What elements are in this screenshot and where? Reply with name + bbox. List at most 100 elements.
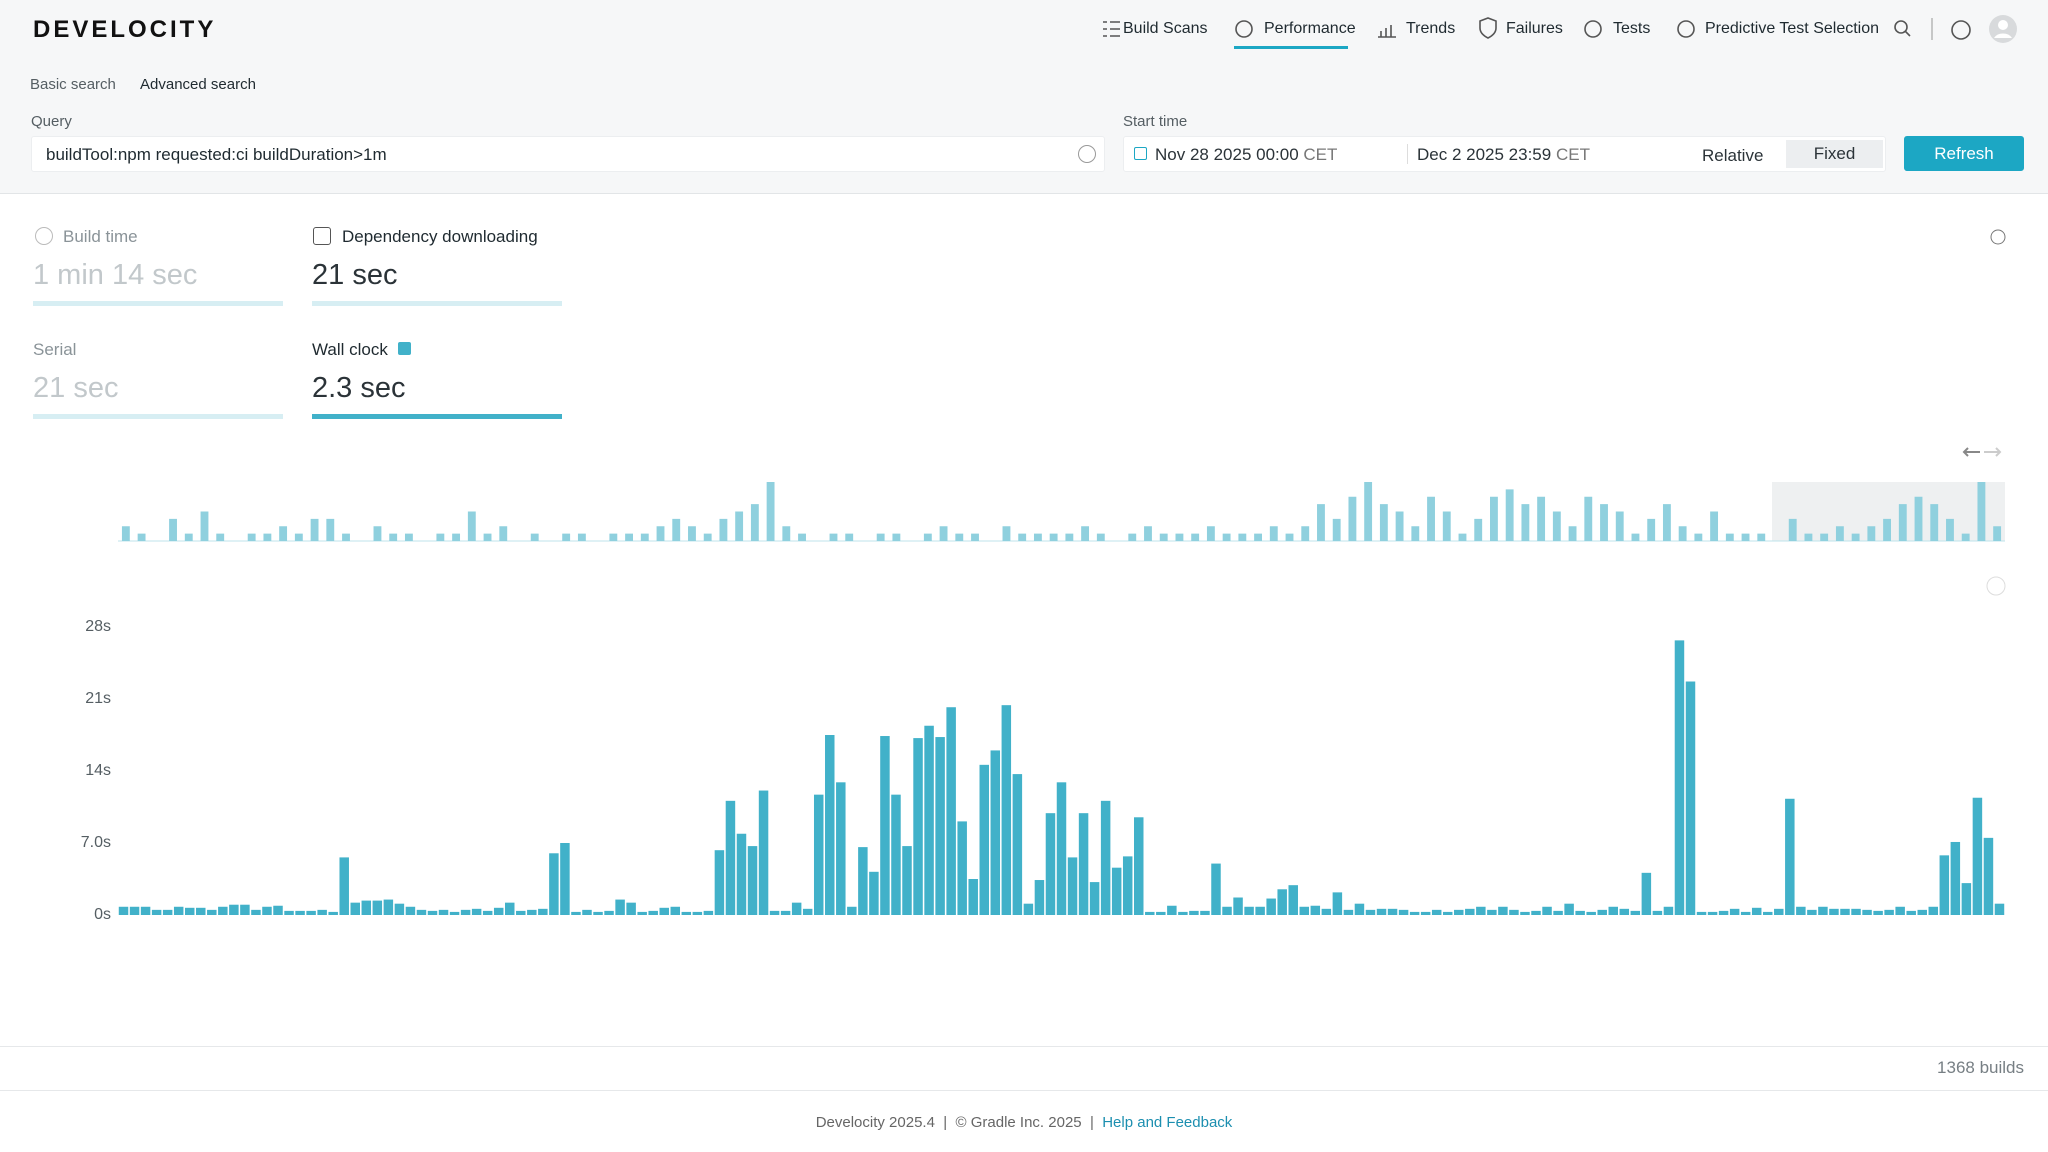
bar: [1269, 526, 1278, 541]
bar: [460, 909, 471, 915]
bar: [1364, 482, 1373, 541]
bar: [1465, 908, 1475, 915]
refresh-button[interactable]: Refresh: [1904, 136, 2024, 171]
search-tab[interactable]: Basic search: [30, 76, 116, 93]
avatar[interactable]: [1989, 15, 2017, 43]
bar: [836, 782, 846, 915]
bar: [769, 910, 780, 915]
nav-item[interactable]: Tests: [1613, 20, 1651, 37]
bar: [1288, 885, 1298, 915]
bar: [1317, 504, 1325, 541]
bar: [1343, 909, 1354, 915]
bar: [571, 911, 581, 915]
bar: [892, 533, 901, 541]
bar: [924, 725, 934, 915]
bar: [1167, 905, 1177, 915]
bar: [1096, 533, 1105, 541]
bar: [1238, 533, 1247, 541]
bar: [1002, 526, 1011, 541]
metric-underline: [33, 414, 283, 419]
help-link[interactable]: Help and Feedback: [1102, 1114, 1233, 1131]
y-tick-label: 14s: [85, 762, 111, 779]
nav-item[interactable]: Trends: [1406, 20, 1456, 37]
bar: [1134, 817, 1144, 915]
nav-item[interactable]: Build Scans: [1123, 20, 1208, 37]
bar: [1354, 903, 1365, 915]
bar: [1332, 892, 1343, 915]
bar: [394, 903, 405, 915]
bar: [1804, 533, 1813, 541]
bar: [404, 533, 413, 541]
bar: [383, 899, 394, 915]
bar: [317, 909, 327, 915]
metric-label[interactable]: Wall clock: [312, 340, 388, 359]
bar: [328, 911, 338, 915]
logo[interactable]: DEVELOCITY: [33, 16, 217, 43]
metric-icon: [313, 227, 331, 245]
nav-item[interactable]: Failures: [1506, 20, 1563, 37]
bar: [1873, 910, 1883, 915]
bar: [659, 907, 669, 915]
bar: [1725, 533, 1734, 541]
bar: [714, 850, 725, 915]
bar: [1757, 533, 1766, 541]
bar: [1862, 909, 1872, 915]
bar: [530, 533, 539, 541]
bar: [1600, 504, 1608, 541]
bar: [1379, 504, 1388, 541]
search-icon: [1894, 20, 1908, 34]
bar: [1420, 911, 1431, 915]
bar: [263, 533, 272, 541]
bar: [1820, 533, 1829, 541]
bar: [310, 518, 319, 541]
metric-label[interactable]: Dependency downloading: [342, 227, 538, 246]
bar: [482, 910, 493, 915]
bar: [1630, 910, 1641, 915]
bar: [373, 526, 382, 541]
bar: [640, 533, 649, 541]
bar: [140, 906, 151, 915]
avatar-body: [1994, 33, 2012, 38]
bar: [1365, 909, 1376, 915]
to-date[interactable]: Dec 2 2025 23:59 CET: [1417, 145, 1590, 165]
bar: [1056, 782, 1067, 915]
bar: [979, 764, 989, 915]
mode-relative[interactable]: Relative: [1702, 146, 1764, 165]
bar: [273, 905, 283, 915]
bar: [1895, 906, 1905, 915]
bar: [452, 533, 461, 541]
bar: [1884, 909, 1894, 915]
bar: [1442, 911, 1453, 915]
metric-label[interactable]: Build time: [63, 227, 138, 246]
clear-button[interactable]: [1078, 145, 1096, 163]
bar: [1206, 526, 1215, 541]
search-tab[interactable]: Advanced search: [140, 76, 256, 93]
bar: [829, 533, 838, 541]
metric-value: 2.3 sec: [312, 372, 406, 404]
bar: [656, 526, 665, 541]
bar: [971, 533, 979, 541]
divider: [1407, 144, 1408, 164]
bar: [703, 910, 714, 915]
bar: [1505, 489, 1514, 541]
bar: [184, 907, 195, 915]
from-date[interactable]: Nov 28 2025 00:00 CET: [1155, 145, 1337, 165]
bar: [1509, 909, 1519, 915]
bar: [1081, 526, 1090, 541]
bar: [593, 911, 603, 915]
mode-fixed[interactable]: Fixed: [1786, 140, 1883, 168]
bar: [1200, 910, 1210, 915]
bar: [802, 908, 813, 915]
bar: [1310, 905, 1321, 915]
bar: [1222, 533, 1231, 541]
bar: [955, 533, 964, 541]
bar: [118, 906, 129, 915]
bar: [957, 821, 967, 915]
metric-label[interactable]: Serial: [33, 340, 77, 359]
query-input[interactable]: buildTool:npm requested:ci buildDuration…: [31, 136, 1105, 172]
nav-item[interactable]: Predictive Test Selection: [1705, 20, 1880, 37]
bar: [1807, 909, 1817, 915]
nav-item[interactable]: Performance: [1264, 20, 1356, 37]
bar: [1939, 855, 1950, 915]
